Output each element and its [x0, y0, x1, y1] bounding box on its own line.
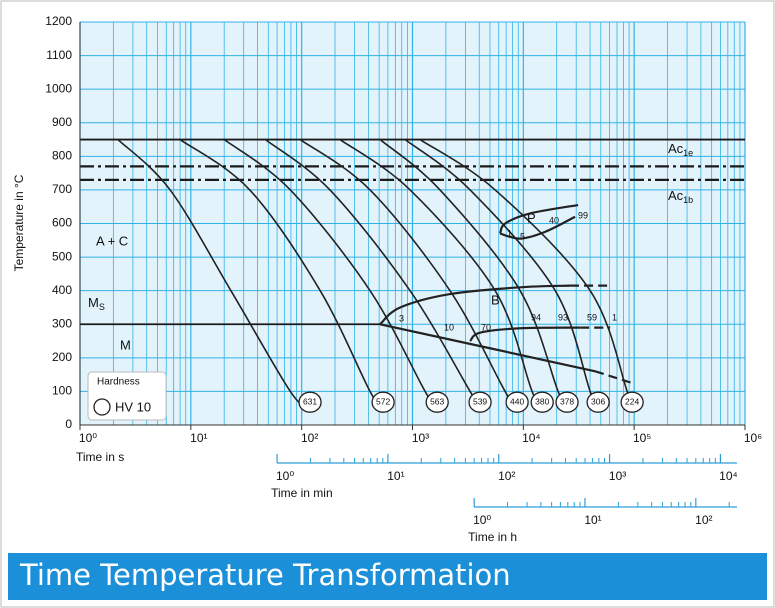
annotation: A + C: [96, 233, 128, 248]
secondary-tick-label: 10²: [498, 469, 515, 483]
secondary-axis-label: Time in h: [468, 530, 517, 544]
hardness-circle: [505, 391, 529, 413]
secondary-tick-label: 10¹: [584, 513, 601, 527]
annotation: M: [120, 337, 131, 352]
y-tick-label: 600: [52, 216, 72, 230]
y-tick-label: 400: [52, 283, 72, 297]
level-name: M: [88, 295, 99, 310]
annotation: 3: [399, 313, 404, 323]
y-tick-label: 100: [52, 384, 72, 398]
secondary-tick-label: 10¹: [387, 469, 404, 483]
hardness-circle: [468, 391, 492, 413]
y-tick-label: 1100: [46, 48, 72, 62]
x-tick-label: 10⁴: [522, 431, 541, 445]
y-axis-label: Temperature in °C: [12, 174, 26, 271]
cooling-curve: [179, 138, 384, 409]
banner: [8, 553, 767, 600]
level-label: Ac1b: [668, 188, 693, 205]
annotation: 99: [578, 210, 588, 220]
level-subscript: 1e: [683, 148, 693, 158]
hardness-circle: [298, 391, 322, 413]
hardness-label: 631: [303, 396, 317, 406]
annotation: 10: [444, 322, 454, 332]
legend-title: Hardness: [97, 377, 140, 388]
y-tick-label: 500: [52, 249, 72, 263]
annotation: 94: [531, 312, 541, 322]
hardness-circle: [555, 391, 579, 413]
annotation: 59: [587, 312, 597, 322]
hardness-circle: [425, 391, 449, 413]
transformation-boundary: [594, 370, 633, 385]
annotation: 5: [520, 231, 525, 241]
annotation: 1: [612, 312, 617, 322]
hardness-circle: [371, 391, 395, 413]
level-name: Ac: [668, 141, 684, 156]
transformation-boundary: [499, 203, 579, 235]
secondary-axis-label: Time in min: [271, 486, 333, 500]
x-tick-label: 10⁵: [633, 431, 651, 445]
hardness-label: 380: [535, 396, 549, 406]
level-label: MS: [88, 295, 105, 312]
annotation: 40: [549, 215, 559, 225]
level-name: Ac: [668, 188, 684, 203]
hardness-label: 306: [591, 396, 605, 406]
secondary-tick-label: 10⁰: [276, 469, 294, 483]
secondary-tick-label: 10⁰: [473, 513, 491, 527]
transformation-boundary: [469, 326, 581, 342]
annotation: P: [527, 210, 536, 225]
y-tick-label: 0: [65, 417, 72, 431]
transformation-boundary: [499, 215, 576, 240]
annotation: B: [491, 292, 500, 307]
annotation: 93: [558, 312, 568, 322]
hardness-label: 378: [560, 396, 574, 406]
level-subscript: S: [99, 302, 105, 312]
y-tick-label: 900: [52, 115, 72, 129]
hardness-label: 563: [430, 396, 444, 406]
y-tick-label: 200: [52, 350, 72, 364]
hardness-circle: [530, 391, 554, 413]
transformation-boundary: [379, 284, 571, 326]
x-tick-label: 10¹: [190, 431, 207, 445]
banner-title: Time Temperature Transformation: [19, 558, 511, 592]
annotation: 1: [507, 228, 512, 238]
hardness-label: 539: [473, 396, 487, 406]
y-tick-label: 300: [52, 316, 72, 330]
hardness-label: 440: [510, 396, 524, 406]
legend-label: HV 10: [115, 399, 151, 414]
annotation: 70: [481, 322, 491, 332]
y-tick-label: 1200: [45, 14, 72, 28]
legend-circle: [93, 398, 111, 416]
hardness-circle: [586, 391, 610, 413]
secondary-tick-label: 10³: [609, 469, 626, 483]
y-tick-label: 1000: [45, 81, 72, 95]
level-label: Ac1e: [668, 141, 693, 158]
level-subscript: 1b: [683, 195, 693, 205]
x-tick-label: 10³: [412, 431, 429, 445]
hardness-label: 572: [376, 396, 390, 406]
y-tick-label: 800: [52, 149, 72, 163]
hardness-circle: [620, 391, 644, 413]
y-tick-label: 700: [52, 182, 72, 196]
x-axis-label: Time in s: [76, 450, 124, 464]
x-tick-label: 10⁶: [744, 431, 762, 445]
cooling-curve: [117, 138, 311, 409]
transformation-boundary: [379, 323, 596, 373]
hardness-label: 224: [625, 396, 639, 406]
secondary-tick-label: 10²: [695, 513, 712, 527]
x-tick-label: 10²: [301, 431, 318, 445]
x-tick-label: 10⁰: [79, 431, 97, 445]
secondary-tick-label: 10⁴: [719, 469, 738, 483]
